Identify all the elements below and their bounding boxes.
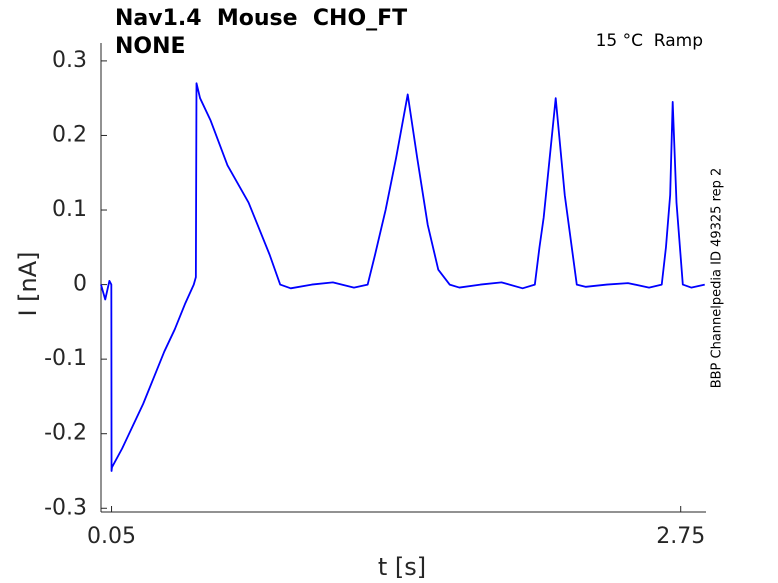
y-axis-label: I [nA] xyxy=(14,251,42,316)
y-tick-label: -0.1 xyxy=(44,346,87,371)
annotation: 15 °C Ramp xyxy=(596,31,703,51)
y-tick-label: 0.1 xyxy=(52,197,87,222)
y-tick-label: 0.3 xyxy=(52,48,87,73)
y-tick-label: 0 xyxy=(73,272,87,297)
data-line xyxy=(100,82,705,472)
y-tick-label: 0.2 xyxy=(52,122,87,147)
chart-title: Nav1.4 Mouse CHO_FT xyxy=(115,6,407,31)
x-axis-label: t [s] xyxy=(378,553,426,581)
x-tick-label: 2.75 xyxy=(656,524,705,549)
y-tick-label: -0.3 xyxy=(44,495,87,520)
y-tick-label: -0.2 xyxy=(44,421,87,446)
chart-subtitle: NONE xyxy=(115,34,186,59)
x-tick-label: 0.05 xyxy=(87,524,136,549)
side-note: BBP Channelpedia ID 49325 rep 2 xyxy=(710,168,725,389)
